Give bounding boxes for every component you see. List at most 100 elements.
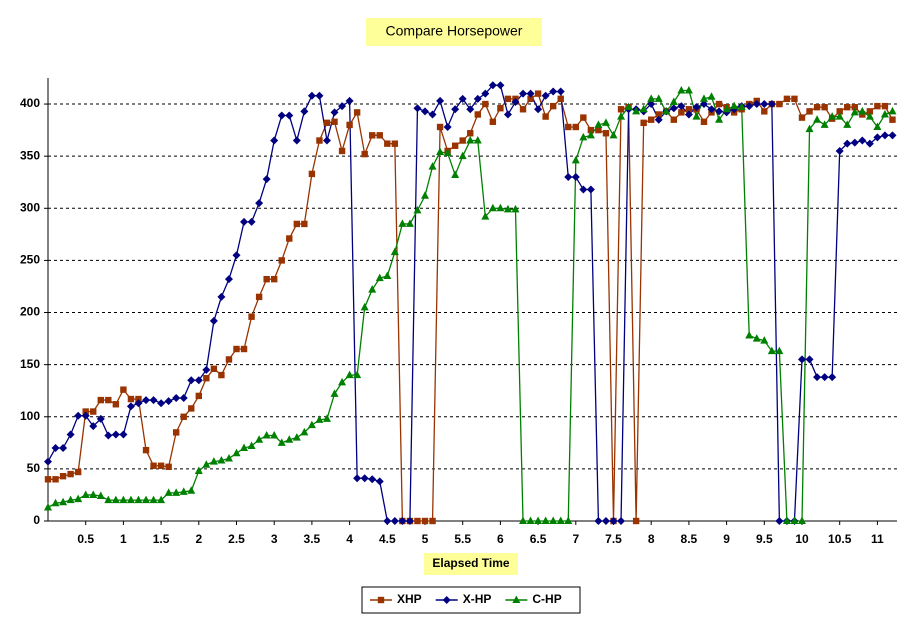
data-point (142, 446, 150, 454)
data-point (504, 95, 512, 103)
data-point (873, 122, 882, 130)
data-point (383, 271, 392, 280)
data-point (111, 430, 120, 439)
data-point (858, 106, 867, 115)
legend-label: XHP (397, 592, 422, 606)
data-point (369, 132, 376, 139)
data-point (338, 102, 347, 111)
data-point (761, 108, 768, 115)
data-point (458, 94, 467, 103)
data-point (164, 397, 173, 406)
x-tick-label: 10 (795, 532, 809, 546)
data-point (791, 95, 798, 103)
data-point (81, 490, 90, 498)
data-point (194, 376, 203, 385)
data-point (481, 89, 490, 98)
data-point (89, 422, 98, 431)
data-point (571, 173, 580, 182)
data-point (322, 136, 331, 145)
data-point (767, 100, 776, 109)
x-tick-label: 11 (871, 532, 884, 546)
data-point (194, 466, 203, 474)
data-point (368, 475, 377, 484)
x-tick-label: 7.5 (605, 532, 622, 546)
data-point (414, 517, 421, 525)
data-point (104, 431, 113, 440)
data-point (594, 120, 603, 128)
data-point (224, 453, 233, 462)
data-point (44, 457, 52, 466)
data-point (813, 373, 822, 382)
data-point (594, 517, 603, 525)
data-point (541, 516, 550, 524)
data-point (526, 516, 535, 524)
data-point (859, 111, 866, 118)
data-point (164, 488, 173, 496)
data-point (632, 106, 641, 115)
data-point (398, 517, 407, 525)
x-tick-label: 7 (572, 532, 579, 546)
data-point (187, 376, 196, 385)
data-point (217, 456, 226, 464)
x-tick-label: 5.5 (454, 532, 471, 546)
data-point (165, 463, 172, 470)
data-point (203, 374, 210, 382)
data-point (134, 399, 143, 408)
data-point (391, 140, 399, 147)
data-point (467, 130, 474, 137)
data-point (806, 108, 813, 115)
data-point (670, 116, 678, 123)
y-tick-label: 250 (20, 253, 40, 267)
data-point (224, 275, 233, 284)
data-point (390, 247, 399, 256)
legend-label: X-HP (463, 592, 492, 606)
data-point (783, 95, 791, 103)
data-point (179, 487, 188, 495)
data-point (149, 495, 158, 504)
data-point (52, 476, 59, 483)
data-point (677, 102, 686, 111)
data-point (775, 517, 784, 525)
data-point (482, 100, 489, 108)
data-point (586, 185, 595, 194)
data-point (74, 468, 82, 476)
data-point (217, 292, 226, 301)
data-point (134, 495, 143, 504)
data-point (262, 175, 271, 184)
data-point (865, 139, 874, 148)
x-tick-label: 8.5 (681, 532, 698, 546)
data-point (844, 103, 851, 111)
data-point (797, 516, 806, 524)
data-point (888, 131, 897, 140)
data-point (375, 273, 384, 282)
data-point (66, 430, 75, 439)
data-point (172, 394, 181, 403)
data-point (835, 146, 844, 155)
data-point (595, 126, 602, 134)
data-point (59, 444, 68, 453)
data-point (443, 148, 452, 157)
data-point (428, 110, 437, 119)
data-point (565, 123, 572, 131)
data-point (96, 491, 105, 499)
data-point (813, 115, 822, 123)
data-point (889, 116, 896, 123)
data-point (97, 396, 104, 404)
data-point (157, 399, 166, 408)
data-point (443, 122, 452, 131)
data-point (715, 115, 724, 123)
data-point (647, 94, 656, 102)
data-point (180, 413, 187, 420)
data-point (232, 448, 241, 457)
data-point (285, 435, 294, 443)
data-point (361, 150, 368, 158)
data-point (346, 121, 353, 129)
data-point (496, 81, 505, 90)
data-point (684, 86, 693, 94)
data-point (209, 457, 218, 465)
data-point (232, 251, 241, 260)
data-point (59, 497, 68, 506)
data-point (179, 394, 188, 403)
data-point (112, 401, 120, 408)
